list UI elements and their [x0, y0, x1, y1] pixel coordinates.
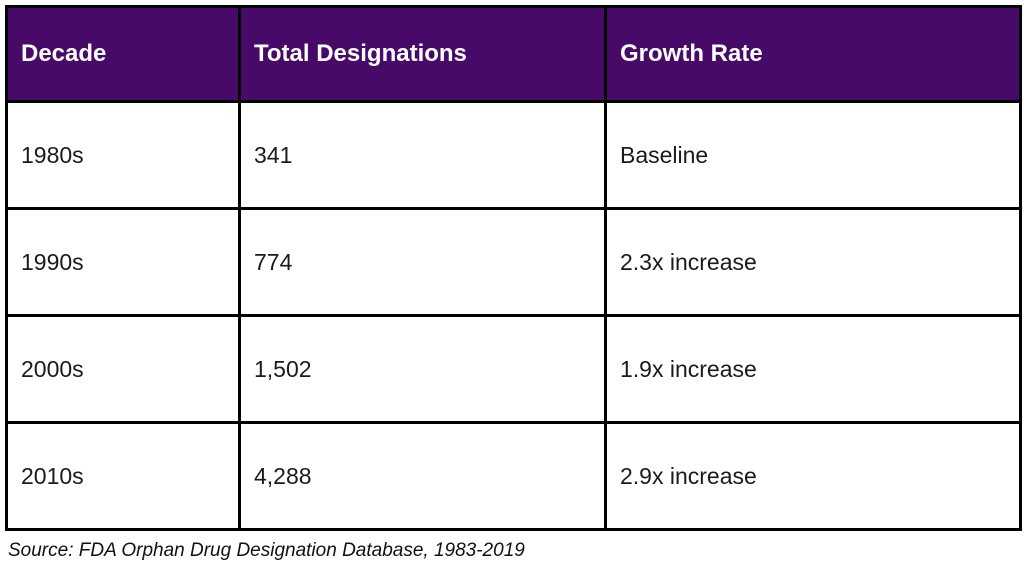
table-cell-decade: 1980s [5, 100, 241, 210]
table-cell-total: 4,288 [238, 421, 607, 531]
table-cell-growth: Baseline [604, 100, 1022, 210]
source-caption: Source: FDA Orphan Drug Designation Data… [8, 540, 525, 561]
header-cell-total-designations: Total Designations [238, 5, 607, 103]
header-cell-growth-rate: Growth Rate [604, 5, 1022, 103]
table-cell-growth: 1.9x increase [604, 314, 1022, 424]
table-row: 1990s 774 2.3x increase [5, 207, 1022, 317]
table-body: 1980s 341 Baseline 1990s 774 2.3x increa… [5, 100, 1022, 531]
table-cell-total: 774 [238, 207, 607, 317]
table-header: Decade Total Designations Growth Rate [5, 5, 1022, 103]
table-cell-decade: 2010s [5, 421, 241, 531]
orphan-drug-designations-table: Decade Total Designations Growth Rate 19… [5, 5, 1022, 531]
table-row: 2000s 1,502 1.9x increase [5, 314, 1022, 424]
table-cell-total: 341 [238, 100, 607, 210]
table-cell-decade: 1990s [5, 207, 241, 317]
table-cell-growth: 2.3x increase [604, 207, 1022, 317]
table-cell-total: 1,502 [238, 314, 607, 424]
table-cell-growth: 2.9x increase [604, 421, 1022, 531]
header-cell-decade: Decade [5, 5, 241, 103]
header-row: Decade Total Designations Growth Rate [5, 5, 1022, 103]
table-cell-decade: 2000s [5, 314, 241, 424]
table-row: 1980s 341 Baseline [5, 100, 1022, 210]
table-row: 2010s 4,288 2.9x increase [5, 421, 1022, 531]
